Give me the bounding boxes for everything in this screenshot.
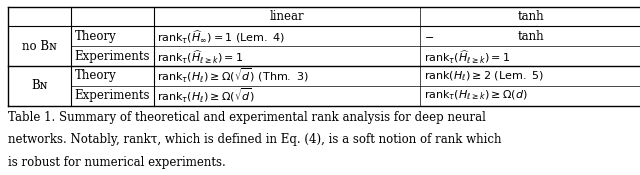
- Text: linear: linear: [269, 10, 305, 23]
- Text: $\mathrm{rank}_\tau(\widehat{H}_\infty) = 1\ \mathrm{(Lem.\ 4)}$: $\mathrm{rank}_\tau(\widehat{H}_\infty) …: [157, 28, 285, 45]
- Text: networks. Notably, rankτ, which is defined in Eq. (4), is a soft notion of rank : networks. Notably, rankτ, which is defin…: [8, 133, 501, 146]
- Text: $\mathrm{rank}(H_\ell) \geq 2\ \mathrm{(Lem.\ 5)}$: $\mathrm{rank}(H_\ell) \geq 2\ \mathrm{(…: [424, 69, 543, 83]
- Text: is robust for numerical experiments.: is robust for numerical experiments.: [8, 156, 225, 169]
- Text: tanh: tanh: [518, 10, 545, 23]
- Text: $\mathrm{rank}_\tau(H_\ell) \geq \Omega(\sqrt{d})\ \mathrm{(Thm.\ 3)}$: $\mathrm{rank}_\tau(H_\ell) \geq \Omega(…: [157, 67, 308, 85]
- Text: Experiments: Experiments: [74, 89, 150, 102]
- Text: $\mathrm{rank}_\tau(H_\ell) \geq \Omega(\sqrt{d})$: $\mathrm{rank}_\tau(H_\ell) \geq \Omega(…: [157, 87, 255, 105]
- Text: no Bɴ: no Bɴ: [22, 40, 57, 53]
- Text: $\mathrm{rank}_\tau(H_{\ell \geq k}) \geq \Omega(d)$: $\mathrm{rank}_\tau(H_{\ell \geq k}) \ge…: [424, 89, 527, 103]
- Text: tanh: tanh: [518, 30, 545, 43]
- Text: Table 1. Summary of theoretical and experimental rank analysis for deep neural: Table 1. Summary of theoretical and expe…: [8, 111, 486, 124]
- Text: Theory: Theory: [74, 69, 116, 82]
- Text: Bɴ: Bɴ: [31, 79, 47, 92]
- Text: $-$: $-$: [424, 31, 434, 41]
- Text: $\mathrm{rank}_\tau(\widehat{H}_{\ell \geq k}) = 1$: $\mathrm{rank}_\tau(\widehat{H}_{\ell \g…: [157, 48, 243, 65]
- Text: Experiments: Experiments: [74, 50, 150, 63]
- Text: Theory: Theory: [74, 30, 116, 43]
- Text: $\mathrm{rank}_\tau(\widehat{H}_{\ell \geq k}) = 1$: $\mathrm{rank}_\tau(\widehat{H}_{\ell \g…: [424, 48, 510, 65]
